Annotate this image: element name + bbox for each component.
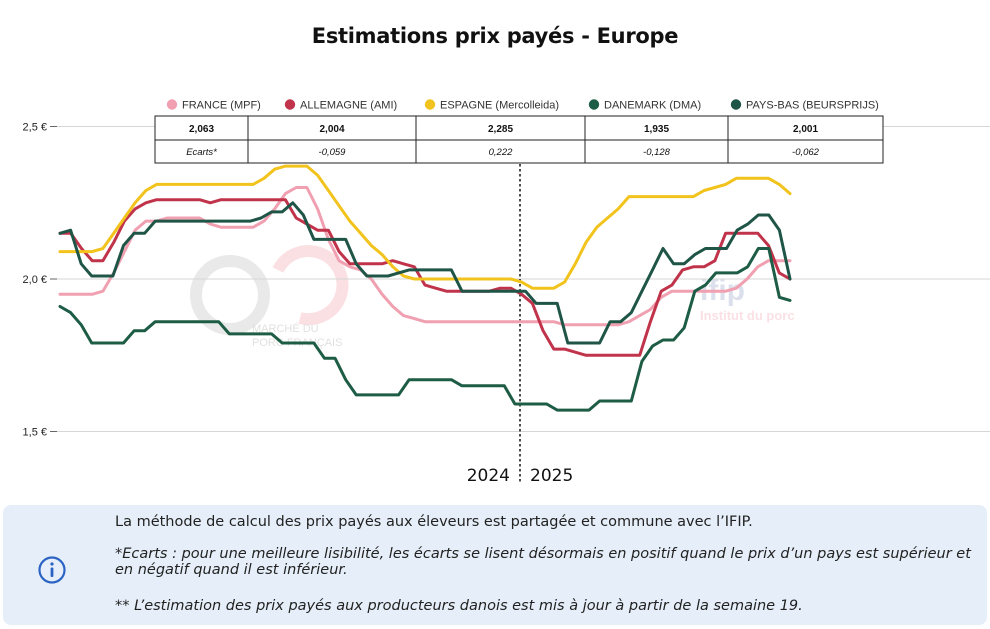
- legend-label-0: FRANCE (MPF): [182, 100, 261, 112]
- table-value-cell: 2,285: [488, 124, 513, 135]
- table-ecart-cell: 0,222: [489, 147, 513, 158]
- y-axis: 1,5 € 2,0 € 2,5 €: [23, 122, 57, 439]
- values-table: 2,063 2,004 2,285 1,935 2,001 Ecarts* -0,059 0,…: [154, 115, 884, 164]
- table-value-cell: 2,063: [189, 124, 214, 135]
- series-line-1: [58, 198, 792, 357]
- watermark-euro-arc: [272, 245, 349, 326]
- watermark-right-sub: Institut du porc: [700, 308, 795, 323]
- table-ecarts-label: Ecarts*: [186, 147, 217, 158]
- series-line-4: [58, 201, 792, 345]
- table-ecart-cell: -0,059: [319, 147, 347, 158]
- info-note-ecarts: *Ecarts : pour une meilleure lisibilité,…: [115, 546, 971, 578]
- y-tick-label: 2,5 €: [23, 122, 47, 134]
- table-value-cell: 1,935: [644, 124, 669, 135]
- legend-marker-3: [588, 99, 600, 110]
- year-label-2025: 2025: [530, 466, 573, 486]
- info-box: La méthode de calcul des prix payés aux …: [3, 505, 987, 625]
- table-ecart-cell: -0,128: [643, 147, 671, 158]
- series-line-0: [58, 186, 792, 327]
- legend-marker-0: [166, 99, 178, 110]
- info-note-danemark: ** L’estimation des prix payés aux produ…: [115, 598, 803, 614]
- table-value-cell: 2,001: [793, 124, 818, 135]
- legend: FRANCE (MPF) ALLEMAGNE (AMI) ESPAGNE (Merc…: [166, 99, 879, 112]
- grid: [57, 126, 990, 432]
- legend-marker-2: [424, 99, 436, 110]
- y-tick-label: 1,5 €: [23, 427, 47, 439]
- legend-marker-4: [730, 99, 742, 110]
- info-note-method: La méthode de calcul des prix payés aux …: [115, 514, 753, 530]
- table-value-cell: 2,004: [319, 124, 344, 135]
- legend-label-2: ESPAGNE (Mercolleida): [440, 100, 559, 112]
- series-line-3: [58, 247, 792, 412]
- legend-marker-1: [284, 99, 296, 110]
- table-ecart-cell: -0,062: [792, 147, 820, 158]
- year-label-2024: 2024: [467, 466, 510, 486]
- watermark-euro-circle: [190, 255, 270, 335]
- legend-label-3: DANEMARK (DMA): [604, 100, 701, 112]
- series-line-2: [58, 164, 792, 290]
- watermark-left-line1: MARCHÉ DU: [252, 322, 319, 335]
- y-tick-label: 2,0 €: [23, 274, 47, 286]
- series-lines: [58, 164, 792, 412]
- legend-label-1: ALLEMAGNE (AMI): [300, 100, 397, 112]
- chart-title: Estimations prix payés - Europe: [311, 24, 679, 48]
- info-circle-icon: [38, 556, 66, 584]
- legend-label-4: PAYS-BAS (BEURSPRIJS): [746, 100, 879, 112]
- line-chart: MARCHÉ DU PORC FRANÇAIS ifip Institut du…: [23, 99, 990, 486]
